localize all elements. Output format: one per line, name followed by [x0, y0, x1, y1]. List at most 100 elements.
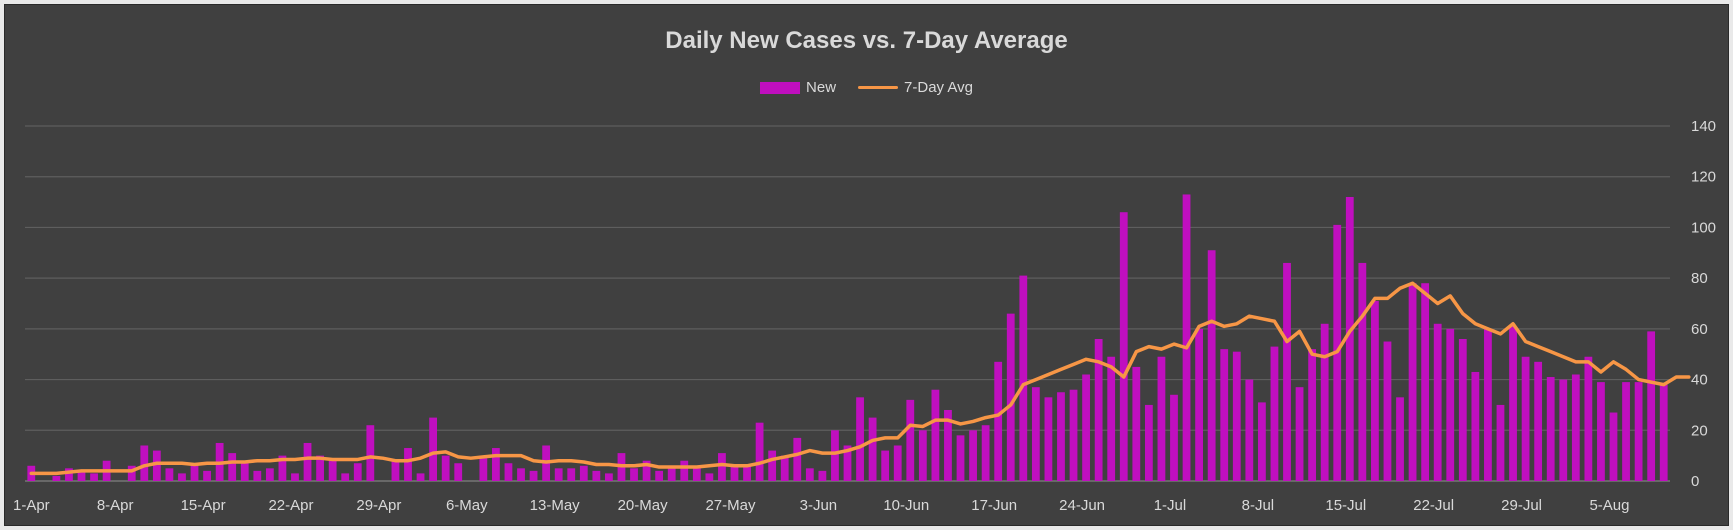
bar-new	[554, 468, 563, 481]
x-tick-label: 3-Jun	[800, 497, 838, 514]
bar-new	[605, 473, 613, 481]
bar-new	[730, 465, 739, 481]
bar-new	[1057, 392, 1065, 481]
x-tick-label: 5-Aug	[1589, 497, 1629, 514]
y-tick-label: 0	[1691, 473, 1699, 490]
bar-new	[1082, 374, 1090, 481]
legend-item-new: New	[760, 79, 836, 96]
y-tick-label: 100	[1691, 219, 1716, 236]
bar-new	[705, 473, 714, 481]
bar-new	[492, 448, 500, 481]
bar-new	[1308, 349, 1317, 481]
bar-new	[291, 473, 299, 481]
bar-new	[1484, 328, 1492, 481]
bar-new	[1195, 328, 1203, 481]
bar-new	[655, 470, 664, 481]
bar-new	[1170, 394, 1178, 481]
bar-new	[1509, 326, 1517, 481]
legend-label-new: New	[806, 79, 837, 96]
bar-new	[1220, 349, 1229, 481]
bar-new	[1107, 356, 1116, 481]
bar-new	[529, 470, 538, 481]
x-tick-label: 27-May	[705, 497, 756, 514]
bar-new	[90, 473, 98, 481]
bar-new	[1559, 379, 1568, 481]
bar-new	[1182, 194, 1191, 481]
x-tick-label: 24-Jun	[1059, 497, 1105, 514]
x-tick-label: 29-Apr	[356, 497, 401, 514]
bar-new	[1270, 346, 1279, 481]
x-tick-label: 15-Jul	[1325, 497, 1366, 514]
x-tick-label: 8-Apr	[97, 497, 134, 514]
bar-new	[1458, 339, 1467, 481]
bar-new	[1647, 331, 1656, 481]
bar-new	[1471, 371, 1480, 481]
bar-new	[517, 468, 525, 481]
bar-new	[416, 473, 425, 481]
bar-new	[667, 468, 676, 481]
bar-new	[391, 460, 400, 481]
x-tick-label: 6-May	[446, 497, 488, 514]
y-tick-label: 60	[1691, 321, 1708, 338]
bar-new	[1031, 387, 1040, 481]
bar-new	[1283, 262, 1291, 481]
bar-new	[127, 465, 136, 481]
bar-new	[1144, 404, 1153, 481]
bar-new	[893, 445, 902, 481]
bar-new	[755, 422, 764, 481]
x-tick-label: 1-Jul	[1154, 497, 1187, 514]
bar-new	[793, 437, 802, 481]
bar-new	[441, 455, 450, 481]
chart-area: Daily New Cases vs. 7-Day Average New 7-…	[4, 4, 1729, 526]
bar-new	[1119, 212, 1128, 481]
bar-new	[404, 448, 412, 481]
y-tick-label: 40	[1691, 372, 1708, 389]
chart-title: Daily New Cases vs. 7-Day Average	[665, 27, 1068, 54]
bar-new	[1521, 356, 1530, 481]
bar-new	[718, 453, 726, 481]
bar-new	[77, 470, 86, 481]
bar-new	[956, 435, 965, 481]
bar-new	[805, 468, 814, 481]
bar-new	[253, 470, 262, 481]
bar-new	[240, 463, 249, 481]
bar-new	[190, 465, 199, 481]
bar-new	[1069, 389, 1078, 481]
legend-item-7day-avg: 7-Day Avg	[858, 79, 973, 96]
bar-new	[994, 361, 1003, 481]
bar-new	[278, 455, 287, 481]
bar-new	[152, 450, 161, 481]
legend: New 7-Day Avg	[5, 79, 1728, 96]
bar-new	[1207, 250, 1216, 481]
legend-swatch-line-icon	[858, 86, 899, 89]
bar-new	[981, 425, 990, 481]
bar-new	[906, 399, 915, 481]
y-tick-label: 20	[1691, 422, 1708, 439]
bar-new	[341, 473, 350, 481]
bar-new	[692, 465, 701, 481]
bar-new	[843, 445, 852, 481]
y-tick-label: 120	[1691, 169, 1716, 186]
bar-new	[780, 455, 789, 481]
bar-new	[203, 470, 211, 481]
bar-new	[856, 397, 864, 481]
legend-swatch-bar-icon	[760, 81, 801, 94]
bar-new	[1546, 377, 1555, 481]
bar-new	[1245, 379, 1254, 481]
bar-new	[1019, 275, 1028, 481]
bar-new	[265, 468, 274, 481]
bar-new	[1609, 412, 1618, 481]
bar-new	[1320, 323, 1329, 481]
bar-new	[630, 468, 638, 481]
x-tick-label: 15-Apr	[181, 497, 226, 514]
bar-new	[1408, 283, 1417, 481]
legend-label-7day-avg: 7-Day Avg	[904, 79, 973, 96]
bar-new	[743, 465, 751, 481]
bar-new	[454, 463, 463, 481]
x-tick-label: 17-Jun	[971, 497, 1017, 514]
bar-new	[1044, 397, 1053, 481]
y-tick-label: 80	[1691, 270, 1708, 287]
bar-new	[1132, 366, 1141, 481]
plot-area: 0 20 40 60 80 100 120 140 1-Apr 8-Apr 15-Apr 22-Apr…	[13, 118, 1716, 514]
